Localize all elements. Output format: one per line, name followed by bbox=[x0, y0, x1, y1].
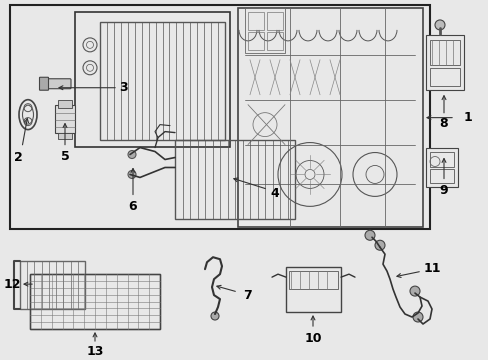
Text: 3: 3 bbox=[120, 81, 128, 94]
Circle shape bbox=[128, 150, 136, 158]
Text: 11: 11 bbox=[423, 262, 440, 275]
Circle shape bbox=[128, 171, 136, 179]
Bar bbox=[58, 100, 72, 108]
Bar bbox=[58, 132, 72, 139]
Bar bbox=[10, 5, 429, 229]
Bar bbox=[425, 35, 463, 90]
Text: 8: 8 bbox=[439, 117, 447, 130]
Bar bbox=[429, 170, 453, 184]
Bar bbox=[429, 68, 459, 86]
Bar bbox=[266, 32, 283, 50]
Text: 12: 12 bbox=[3, 278, 20, 291]
Text: 5: 5 bbox=[61, 150, 69, 163]
Bar bbox=[247, 12, 264, 30]
Bar bbox=[100, 22, 224, 140]
Bar bbox=[175, 140, 294, 219]
FancyBboxPatch shape bbox=[40, 77, 48, 90]
Bar bbox=[55, 105, 75, 132]
Bar bbox=[30, 274, 160, 329]
Circle shape bbox=[409, 286, 419, 296]
Ellipse shape bbox=[22, 105, 34, 124]
Text: 13: 13 bbox=[86, 345, 103, 359]
Circle shape bbox=[412, 312, 422, 322]
FancyBboxPatch shape bbox=[41, 79, 71, 89]
Circle shape bbox=[364, 230, 374, 240]
Text: 4: 4 bbox=[270, 187, 279, 200]
Ellipse shape bbox=[19, 100, 37, 130]
Text: 6: 6 bbox=[128, 200, 137, 213]
Bar bbox=[288, 271, 337, 289]
Bar bbox=[429, 152, 453, 167]
Bar bbox=[20, 261, 85, 309]
Text: 2: 2 bbox=[14, 151, 22, 164]
Bar bbox=[266, 12, 283, 30]
Bar bbox=[429, 40, 459, 65]
Bar bbox=[247, 32, 264, 50]
Bar bbox=[244, 8, 285, 53]
Bar bbox=[425, 148, 457, 188]
Bar bbox=[75, 12, 229, 147]
Circle shape bbox=[210, 312, 219, 320]
Circle shape bbox=[374, 240, 384, 250]
Text: 10: 10 bbox=[304, 332, 321, 346]
Text: 7: 7 bbox=[243, 289, 252, 302]
Circle shape bbox=[434, 20, 444, 30]
Bar bbox=[285, 267, 340, 312]
Text: 1: 1 bbox=[463, 111, 471, 124]
Bar bbox=[238, 8, 422, 227]
Bar bbox=[30, 274, 160, 329]
Text: 9: 9 bbox=[439, 184, 447, 197]
